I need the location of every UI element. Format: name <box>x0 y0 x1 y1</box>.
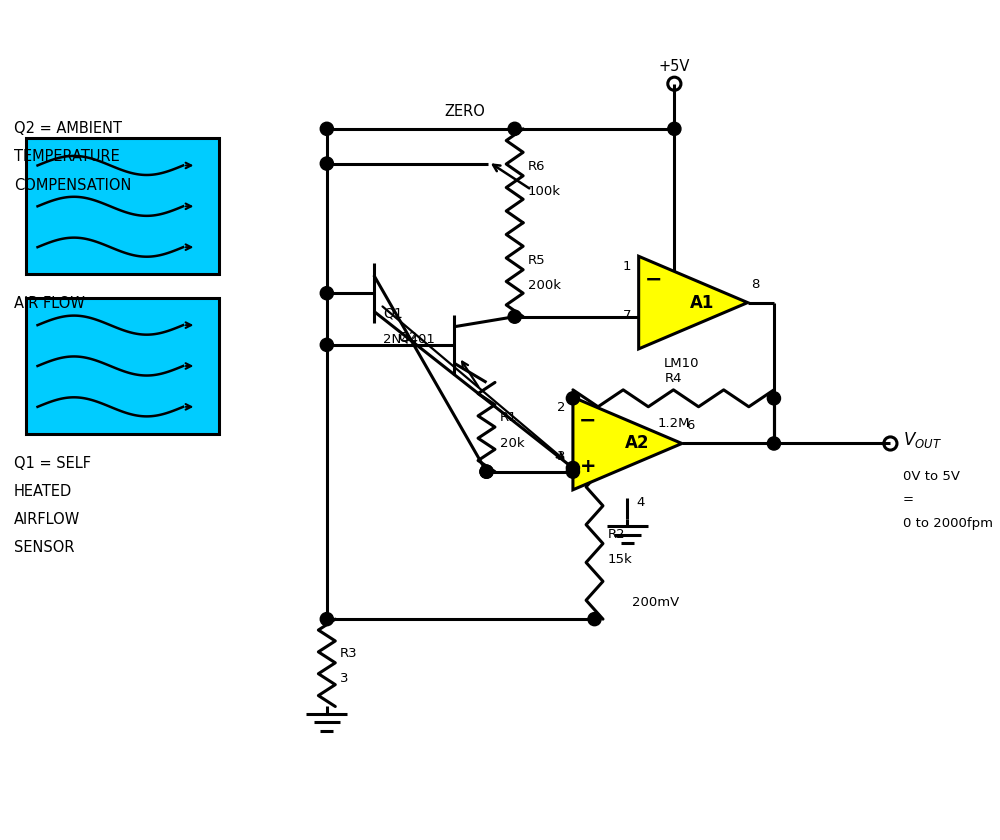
Text: 8: 8 <box>751 278 760 291</box>
Text: 3: 3 <box>557 450 565 464</box>
Text: R6: R6 <box>528 160 545 173</box>
Text: −: − <box>645 270 662 290</box>
Text: 15k: 15k <box>608 553 632 566</box>
Circle shape <box>566 465 579 478</box>
Circle shape <box>480 465 493 478</box>
Text: R5: R5 <box>528 254 545 267</box>
Text: COMPENSATION: COMPENSATION <box>14 178 131 192</box>
Polygon shape <box>639 256 748 349</box>
Circle shape <box>508 123 521 135</box>
Text: 0V to 5V: 0V to 5V <box>903 470 960 483</box>
Circle shape <box>480 465 493 478</box>
Text: 200k: 200k <box>528 279 561 292</box>
Circle shape <box>566 391 579 405</box>
Text: Q2: Q2 <box>398 330 418 344</box>
Text: AIRFLOW: AIRFLOW <box>14 512 80 527</box>
Text: +5V: +5V <box>659 60 690 75</box>
Circle shape <box>668 123 681 135</box>
Text: R2: R2 <box>608 528 625 541</box>
Text: HEATED: HEATED <box>14 484 72 499</box>
Text: 1.2M: 1.2M <box>657 417 690 430</box>
Circle shape <box>320 339 333 351</box>
Circle shape <box>767 391 781 405</box>
Text: 1: 1 <box>623 260 631 273</box>
Text: +: + <box>580 457 596 476</box>
Text: ZERO: ZERO <box>444 104 485 119</box>
Circle shape <box>566 461 579 475</box>
Circle shape <box>320 612 333 626</box>
Text: 6: 6 <box>686 419 694 433</box>
Text: LM10: LM10 <box>664 357 700 370</box>
Polygon shape <box>573 397 682 490</box>
Text: 100k: 100k <box>528 186 561 198</box>
Text: 3: 3 <box>340 672 348 685</box>
Text: $V_{OUT}$: $V_{OUT}$ <box>903 430 942 449</box>
Text: AIR FLOW: AIR FLOW <box>14 296 85 311</box>
Text: 4: 4 <box>637 496 645 509</box>
Text: Q2 = AMBIENT: Q2 = AMBIENT <box>14 121 122 136</box>
Text: 2N4401: 2N4401 <box>383 333 435 345</box>
Text: −: − <box>579 411 597 431</box>
Text: =: = <box>903 493 914 507</box>
Text: Q1: Q1 <box>383 307 403 320</box>
Text: A2: A2 <box>625 434 649 453</box>
Text: R3: R3 <box>340 647 358 660</box>
Text: 200mV: 200mV <box>632 596 679 609</box>
Text: SENSOR: SENSOR <box>14 540 75 555</box>
Bar <box>26 139 219 275</box>
Circle shape <box>320 123 333 135</box>
Circle shape <box>320 286 333 300</box>
Circle shape <box>508 310 521 323</box>
Text: 7: 7 <box>623 309 631 323</box>
Bar <box>26 298 219 434</box>
Circle shape <box>588 612 601 626</box>
Text: TEMPERATURE: TEMPERATURE <box>14 150 120 165</box>
Text: 20k: 20k <box>500 437 524 449</box>
Text: 0 to 2000fpm: 0 to 2000fpm <box>903 517 993 530</box>
Text: R4: R4 <box>665 372 682 386</box>
Text: A1: A1 <box>690 294 715 312</box>
Circle shape <box>767 437 781 450</box>
Circle shape <box>320 157 333 171</box>
Text: Q1 = SELF: Q1 = SELF <box>14 455 91 470</box>
Text: R1: R1 <box>500 411 517 424</box>
Text: 2: 2 <box>557 402 565 414</box>
